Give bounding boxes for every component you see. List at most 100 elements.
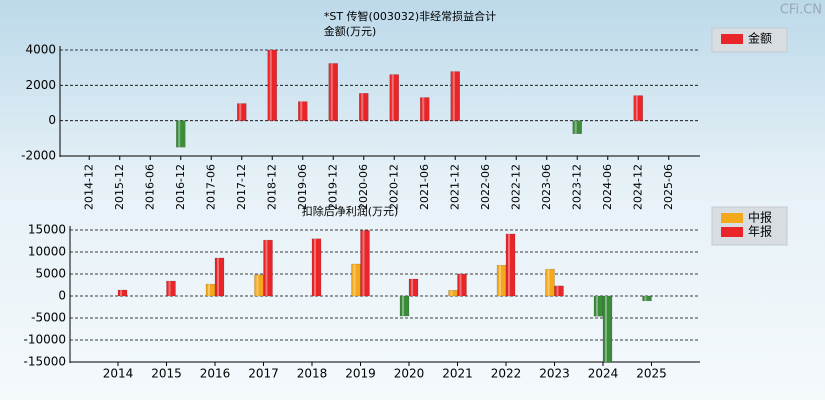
x-tick-label: 2019 bbox=[345, 367, 376, 381]
legend-label: 金额 bbox=[748, 31, 772, 46]
x-tick-label: 2020-12 bbox=[387, 164, 400, 210]
bar bbox=[311, 238, 322, 297]
x-tick-label: 2024 bbox=[588, 367, 619, 381]
bar bbox=[408, 278, 419, 297]
bar-highlight bbox=[596, 296, 598, 317]
x-tick-label: 2021-06 bbox=[418, 164, 431, 210]
bar-highlight bbox=[450, 290, 453, 296]
bar bbox=[496, 264, 507, 297]
bar bbox=[298, 101, 308, 121]
bar bbox=[359, 93, 369, 121]
y-tick-label: 5000 bbox=[35, 267, 66, 281]
bar-highlight bbox=[217, 257, 219, 296]
x-tick-label: 2021 bbox=[442, 367, 473, 381]
y-tick-label: -2000 bbox=[21, 149, 56, 163]
bar-highlight bbox=[178, 120, 181, 148]
bar bbox=[420, 97, 430, 121]
watermark: CFi.CN bbox=[780, 3, 822, 18]
x-tick-label: 2024-12 bbox=[631, 164, 644, 210]
bar-highlight bbox=[508, 233, 510, 296]
bar-highlight bbox=[644, 296, 647, 301]
bar-highlight bbox=[208, 284, 210, 296]
legend-swatch bbox=[721, 34, 743, 44]
chart-title: 扣除后净利润(万元) bbox=[302, 204, 399, 218]
x-tick-label: 2025 bbox=[636, 367, 667, 381]
bar bbox=[389, 74, 399, 121]
bar-highlight bbox=[635, 95, 638, 121]
x-tick-label: 2024-06 bbox=[601, 164, 614, 210]
bar bbox=[450, 71, 460, 121]
bar-highlight bbox=[402, 296, 404, 317]
y-tick-label: 4000 bbox=[25, 43, 56, 57]
bar bbox=[554, 285, 564, 297]
bar-highlight bbox=[120, 290, 122, 296]
y-tick-label: -5000 bbox=[31, 311, 66, 325]
bar-highlight bbox=[452, 71, 455, 121]
x-tick-label: 2016 bbox=[200, 367, 231, 381]
y-tick-label: 0 bbox=[58, 289, 66, 303]
y-tick-label: 10000 bbox=[28, 245, 66, 259]
bar-highlight bbox=[265, 240, 268, 296]
legend-label: 中报 bbox=[748, 210, 772, 225]
bar-highlight bbox=[361, 93, 364, 121]
bar-highlight bbox=[459, 274, 462, 296]
x-tick-label: 2018-12 bbox=[265, 164, 278, 210]
legend-label: 年报 bbox=[748, 224, 772, 239]
bar bbox=[593, 295, 604, 317]
bar-highlight bbox=[422, 97, 425, 121]
x-tick-label: 2017-12 bbox=[235, 164, 248, 210]
y-axis-label: 金额(万元) bbox=[324, 24, 377, 38]
bar-highlight bbox=[168, 281, 171, 296]
x-tick-label: 2023 bbox=[539, 367, 570, 381]
bar-highlight bbox=[256, 274, 259, 296]
bar-highlight bbox=[556, 285, 559, 296]
bar bbox=[642, 295, 652, 302]
bar-highlight bbox=[269, 50, 272, 121]
bar bbox=[205, 283, 216, 297]
bar bbox=[267, 49, 277, 121]
bar-highlight bbox=[330, 63, 333, 121]
bar bbox=[399, 295, 410, 317]
bar-highlight bbox=[547, 269, 550, 296]
y-tick-label: 2000 bbox=[25, 78, 56, 92]
bar-highlight bbox=[353, 264, 356, 296]
legend-swatch bbox=[721, 227, 743, 237]
bar-highlight bbox=[239, 103, 242, 121]
x-tick-label: 2019-06 bbox=[296, 164, 309, 210]
bar bbox=[263, 239, 273, 297]
y-tick-label: -15000 bbox=[23, 355, 66, 369]
bar bbox=[237, 103, 247, 121]
x-tick-label: 2015 bbox=[151, 367, 182, 381]
bar-highlight bbox=[300, 101, 303, 121]
bar bbox=[360, 230, 370, 297]
x-tick-label: 2020 bbox=[394, 367, 425, 381]
y-tick-label: 15000 bbox=[28, 223, 66, 237]
x-tick-label: 2018 bbox=[297, 367, 328, 381]
bar bbox=[545, 268, 555, 297]
bar-highlight bbox=[605, 296, 607, 362]
bar-highlight bbox=[411, 279, 413, 296]
x-tick-label: 2016-06 bbox=[143, 164, 156, 210]
bar-highlight bbox=[362, 230, 365, 296]
x-tick-label: 2023-12 bbox=[570, 164, 583, 210]
bar bbox=[351, 263, 361, 297]
x-tick-label: 2020-06 bbox=[357, 164, 370, 210]
chart-title: *ST 传智(003032)非经常损益合计 bbox=[324, 9, 496, 23]
x-tick-label: 2014 bbox=[103, 367, 134, 381]
x-tick-label: 2017-06 bbox=[204, 164, 217, 210]
bar bbox=[117, 289, 128, 297]
bar bbox=[254, 274, 264, 297]
bar bbox=[328, 63, 338, 121]
bar bbox=[448, 290, 458, 297]
bar bbox=[602, 295, 613, 363]
bar bbox=[214, 257, 225, 297]
x-tick-label: 2023-06 bbox=[540, 164, 553, 210]
bar bbox=[176, 120, 186, 148]
bar bbox=[457, 273, 467, 297]
x-tick-label: 2025-06 bbox=[662, 164, 675, 210]
x-tick-label: 2022-12 bbox=[509, 164, 522, 210]
x-tick-label: 2022 bbox=[491, 367, 522, 381]
x-tick-label: 2022-06 bbox=[479, 164, 492, 210]
x-tick-label: 2021-12 bbox=[448, 164, 461, 210]
